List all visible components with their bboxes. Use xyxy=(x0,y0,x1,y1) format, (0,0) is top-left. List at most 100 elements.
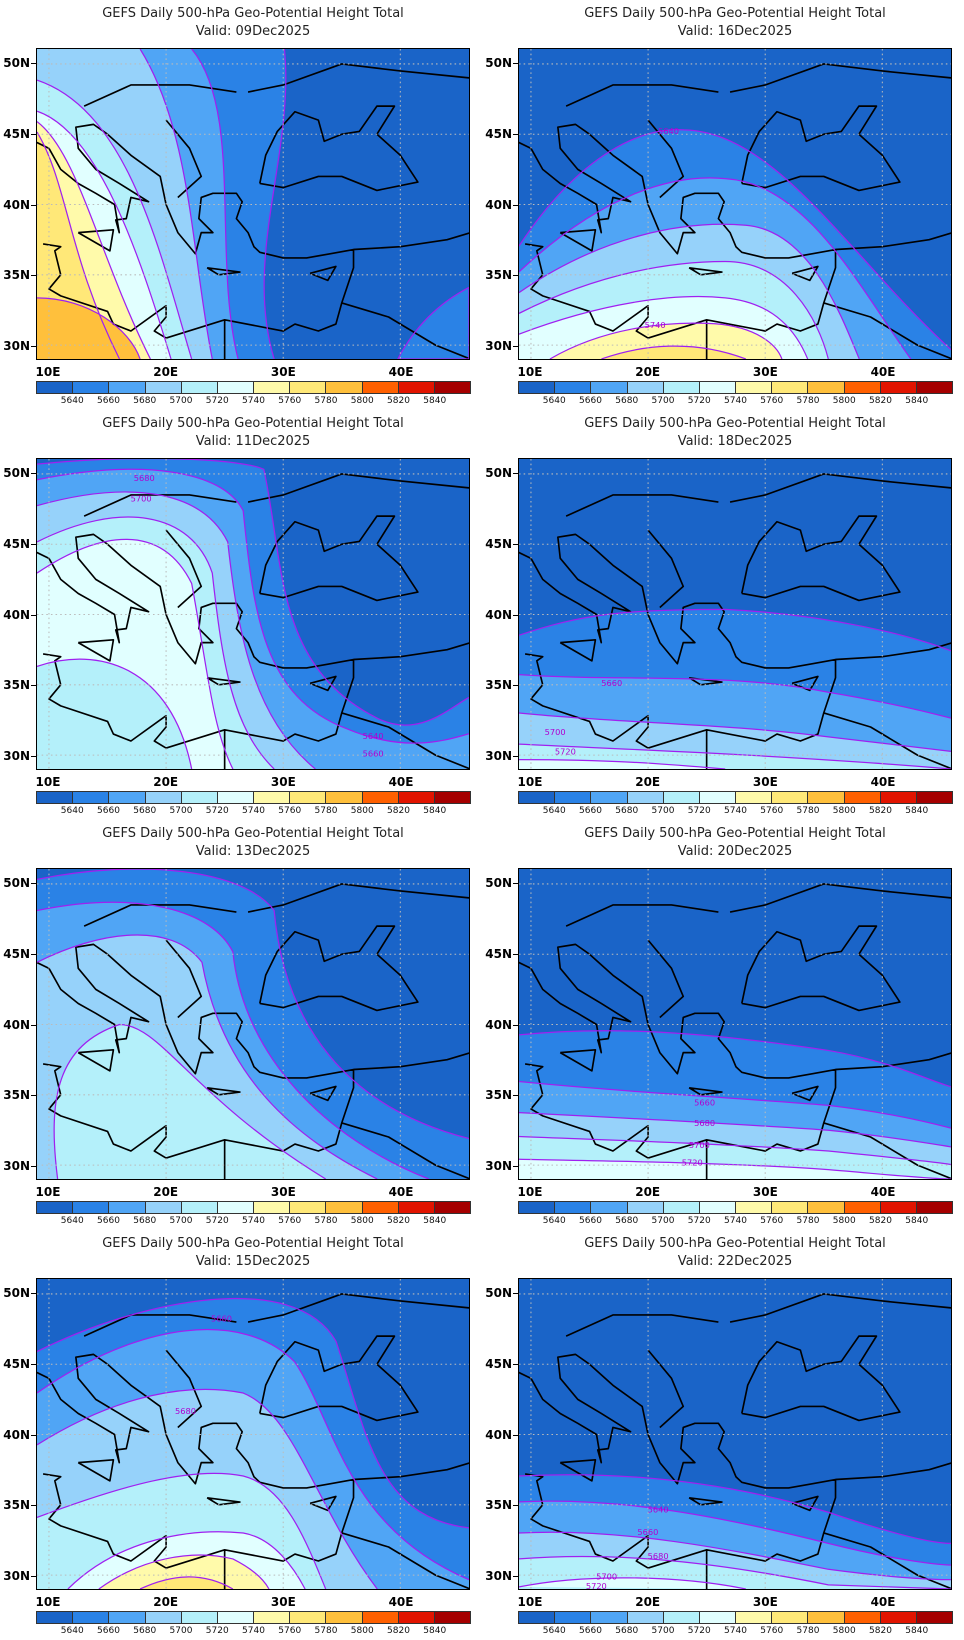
colorbar-label: 5640 xyxy=(60,806,84,816)
colorbar-swatch xyxy=(398,1612,435,1623)
latitude-label: 35N xyxy=(485,1088,512,1103)
colorbar-swatch xyxy=(844,382,881,393)
colorbar-swatch xyxy=(591,792,628,803)
latitude-label: 35N xyxy=(3,1498,30,1513)
latitude-label: 50N xyxy=(485,56,512,71)
contour-label: 5660 xyxy=(363,749,384,759)
geopotential-height-map xyxy=(36,868,470,1180)
longitude-label: 10E xyxy=(517,775,543,789)
latitude-tick xyxy=(513,543,518,545)
colorbar-swatch xyxy=(808,382,845,393)
latitude-tick xyxy=(31,1434,36,1436)
latitude-label: 30N xyxy=(3,339,30,354)
contour-lines xyxy=(519,129,951,359)
colorbar-swatch xyxy=(555,1202,592,1213)
colorbar-label: 5780 xyxy=(314,1626,338,1636)
panel-valid-date: Valid: 22Dec2025 xyxy=(677,1254,793,1269)
contour-lines xyxy=(519,1030,951,1179)
colorbar-swatch xyxy=(627,792,664,803)
colorbar-label: 5740 xyxy=(242,806,265,816)
panel-title: GEFS Daily 500-hPa Geo-Potential Height … xyxy=(102,1236,404,1251)
colorbar-label: 5820 xyxy=(869,806,892,816)
latitude-tick xyxy=(513,275,518,277)
colorbar-label: 5660 xyxy=(579,806,602,816)
colorbar-swatch xyxy=(181,792,218,803)
colorbar-label: 5780 xyxy=(796,396,820,406)
latitude-tick xyxy=(31,1505,36,1507)
latitude-tick xyxy=(31,614,36,616)
latitude-label: 50N xyxy=(485,466,512,481)
colorbar-label: 5800 xyxy=(350,1626,374,1636)
contour-lines xyxy=(37,1297,469,1589)
contour-label: 5720 xyxy=(682,1157,703,1167)
latitude-tick xyxy=(513,1505,518,1507)
colorbar-label: 5820 xyxy=(869,1216,892,1226)
colorbar-label: 5740 xyxy=(242,1216,265,1226)
longitude-label: 30E xyxy=(270,1595,296,1609)
colorbar-label: 5840 xyxy=(905,1626,929,1636)
height-band xyxy=(519,759,726,769)
colorbar-swatch xyxy=(73,792,110,803)
geopotential-height-map: 5640 5660 5680 5700 5720 xyxy=(518,1278,952,1590)
longitude-label: 30E xyxy=(270,365,296,379)
colorbar-swatch xyxy=(254,382,291,393)
contour-lines xyxy=(37,459,469,769)
latitude-label: 40N xyxy=(3,197,30,212)
height-band xyxy=(37,659,192,769)
map-canvas xyxy=(37,49,469,359)
colorbar-swatch xyxy=(591,1612,628,1623)
latitude-label: 50N xyxy=(3,876,30,891)
contour-label: 5660 xyxy=(601,678,622,688)
latitude-tick xyxy=(31,1576,36,1578)
colorbar-swatch xyxy=(772,792,809,803)
colorbar-label: 5720 xyxy=(205,1216,229,1226)
longitude-label: 40E xyxy=(870,775,896,789)
map-panel: GEFS Daily 500-hPa Geo-Potential Height … xyxy=(0,0,482,410)
colorbar-swatch xyxy=(591,382,628,393)
panel-title: GEFS Daily 500-hPa Geo-Potential Height … xyxy=(584,6,886,21)
colorbar-label: 5740 xyxy=(724,1216,747,1226)
colorbar-label: 5680 xyxy=(615,1216,639,1226)
contour-label: 5660 xyxy=(211,1313,232,1323)
latitude-tick xyxy=(31,953,36,955)
latitude-tick xyxy=(31,473,36,475)
geopotential-height-map xyxy=(36,48,470,360)
colorbar-swatch xyxy=(290,1202,327,1213)
latitude-label: 40N xyxy=(485,607,512,622)
colorbar-swatch xyxy=(37,1202,74,1213)
colorbar-swatch xyxy=(519,1202,556,1213)
colorbar-swatch xyxy=(519,1612,556,1623)
latitude-label: 40N xyxy=(3,1427,30,1442)
longitude-label: 10E xyxy=(35,365,61,379)
colorbar-swatch xyxy=(880,1202,917,1213)
colorbar-swatch xyxy=(434,382,471,393)
colorbar-swatch xyxy=(519,382,556,393)
colorbar-label: 5700 xyxy=(169,806,193,816)
colorbar-label: 5680 xyxy=(133,1216,157,1226)
colorbar-label: 5660 xyxy=(579,1626,602,1636)
latitude-label: 45N xyxy=(485,1356,512,1371)
colorbar-swatch xyxy=(326,382,363,393)
coastline-borders xyxy=(37,883,469,1179)
latitude-label: 45N xyxy=(485,536,512,551)
map-panel: GEFS Daily 500-hPa Geo-Potential Height … xyxy=(0,820,482,1230)
colorbar-label: 5820 xyxy=(387,1216,410,1226)
colorbar-swatch xyxy=(217,1612,255,1623)
colorbar-label: 5840 xyxy=(905,396,929,406)
colorbar-swatch xyxy=(254,1612,291,1623)
panel-title: GEFS Daily 500-hPa Geo-Potential Height … xyxy=(584,1236,886,1251)
latitude-label: 40N xyxy=(485,1017,512,1032)
colorbar-label: 5740 xyxy=(242,396,265,406)
latitude-label: 35N xyxy=(485,268,512,283)
latitude-tick xyxy=(31,756,36,758)
colorbar-label: 5780 xyxy=(314,396,338,406)
latitude-tick xyxy=(513,1095,518,1097)
latitude-tick xyxy=(513,1363,518,1365)
colorbar-swatch xyxy=(772,1612,809,1623)
colorbar-label: 5720 xyxy=(687,806,711,816)
coastline-borders xyxy=(37,63,469,359)
panel-title: GEFS Daily 500-hPa Geo-Potential Height … xyxy=(584,416,886,431)
colorbar xyxy=(36,1611,471,1624)
colorbar-swatch xyxy=(37,792,74,803)
coastline-borders xyxy=(519,63,951,359)
